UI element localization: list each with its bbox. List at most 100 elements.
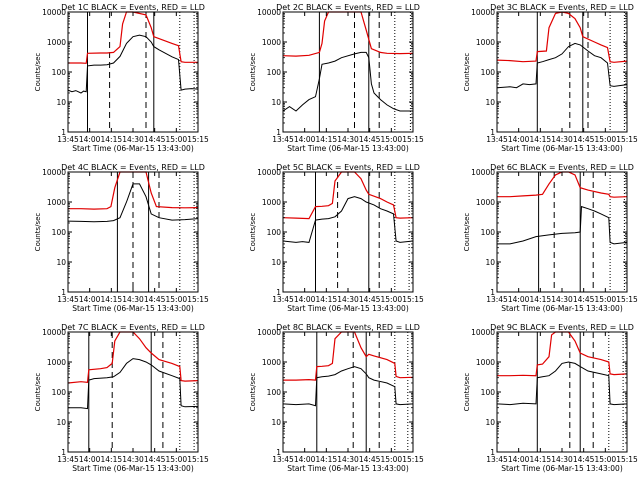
y-axis-label: Counts/sec (34, 213, 42, 252)
panel-det-8: 1 10 100 1000 10000 13:45 14:00 14:15 14:30 14:45… (249, 323, 424, 473)
x-tick-label: 14:00 (79, 295, 101, 304)
x-tick-label: 14:00 (294, 295, 316, 304)
x-tick-label: 15:15 (402, 295, 424, 304)
x-tick-label: 14:15 (530, 135, 552, 144)
x-tick-label: 14:45 (573, 135, 595, 144)
y-tick-label: 100 (481, 68, 496, 77)
y-tick-label: 10000 (257, 328, 281, 337)
y-tick-label: 1 (490, 448, 495, 457)
y-tick-label: 1 (276, 288, 281, 297)
series-events-line (497, 205, 628, 245)
x-tick-label: 13:45 (272, 295, 294, 304)
x-tick-label: 15:15 (402, 135, 424, 144)
plot-frame (496, 331, 628, 453)
y-tick-label: 1 (490, 288, 495, 297)
panel-title: Det 7C BLACK = Events, RED = LLD (61, 323, 205, 332)
x-tick-label: 14:15 (316, 455, 338, 464)
y-axis-label: Counts/sec (249, 53, 257, 92)
y-axis-label: Counts/sec (34, 53, 42, 92)
series-lld-line (497, 331, 628, 377)
panel-title: Det 5C BLACK = Events, RED = LLD (276, 163, 420, 172)
y-tick-label: 1000 (476, 38, 495, 47)
x-tick-label: 14:30 (337, 135, 359, 144)
x-tick-label: 14:30 (551, 295, 573, 304)
series-events-line (67, 183, 199, 223)
x-axis-label: Start Time (06-Mar-15 13:43:00) (72, 304, 194, 313)
x-tick-label: 15:00 (166, 455, 188, 464)
x-tick-label: 14:15 (101, 455, 123, 464)
x-tick-label: 15:00 (381, 135, 403, 144)
series-events-line (68, 358, 199, 410)
x-tick-label: 14:15 (316, 295, 338, 304)
series-lld-line (496, 11, 628, 63)
y-tick-label: 10 (485, 258, 495, 267)
panel-title: Det 1C BLACK = Events, RED = LLD (61, 3, 205, 12)
y-tick-label: 10000 (42, 168, 66, 177)
y-tick-label: 100 (267, 388, 282, 397)
x-tick-label: 15:15 (402, 455, 424, 464)
x-tick-label: 15:15 (616, 455, 638, 464)
y-tick-label: 1000 (262, 358, 281, 367)
panel-det-3: 1 10 100 1000 10000 13:45 14:00 14:15 14:30 14:45… (463, 3, 638, 153)
x-tick-label: 15:00 (595, 455, 617, 464)
x-axis-label: Start Time (06-Mar-15 13:43:00) (287, 304, 409, 313)
panel-title: Det 6C BLACK = Events, RED = LLD (490, 163, 634, 172)
y-tick-label: 100 (52, 68, 67, 77)
y-tick-label: 100 (267, 228, 282, 237)
plot-frame (496, 171, 628, 293)
x-tick-label: 14:30 (122, 135, 144, 144)
x-axis-label: Start Time (06-Mar-15 13:43:00) (72, 144, 194, 153)
y-tick-label: 10 (485, 98, 495, 107)
x-tick-label: 13:45 (486, 455, 508, 464)
y-tick-label: 10000 (471, 168, 495, 177)
x-tick-label: 14:45 (359, 135, 381, 144)
x-tick-label: 15:00 (166, 135, 188, 144)
x-tick-label: 14:15 (101, 295, 123, 304)
y-tick-label: 1000 (47, 358, 66, 367)
y-tick-label: 10 (56, 418, 66, 427)
plot-frame (67, 331, 199, 453)
x-tick-label: 14:15 (530, 455, 552, 464)
y-axis-label: Counts/sec (463, 53, 471, 92)
x-tick-label: 15:00 (166, 295, 188, 304)
y-axis-label: Counts/sec (463, 373, 471, 412)
y-tick-label: 100 (481, 388, 496, 397)
series-lld-line (67, 331, 199, 384)
y-tick-label: 10000 (471, 8, 495, 17)
x-tick-label: 14:00 (79, 455, 101, 464)
y-axis-label: Counts/sec (249, 213, 257, 252)
y-tick-label: 10000 (471, 328, 495, 337)
x-tick-label: 14:45 (359, 455, 381, 464)
x-axis-label: Start Time (06-Mar-15 13:43:00) (501, 304, 623, 313)
plot-frame (496, 11, 628, 133)
y-tick-label: 1000 (47, 38, 66, 47)
panel-det-9: 1 10 100 1000 10000 13:45 14:00 14:15 14:30 14:45… (463, 323, 638, 473)
panel-det-4: 1 10 100 1000 10000 13:45 14:00 14:15 14:30 14:45… (34, 163, 209, 313)
x-tick-label: 14:15 (316, 135, 338, 144)
y-axis-label: Counts/sec (34, 373, 42, 412)
x-tick-label: 14:45 (144, 135, 166, 144)
x-tick-label: 14:30 (122, 295, 144, 304)
y-axis-label: Counts/sec (249, 373, 257, 412)
x-tick-label: 14:45 (573, 295, 595, 304)
x-tick-label: 15:00 (381, 455, 403, 464)
x-axis-label: Start Time (06-Mar-15 13:43:00) (501, 464, 623, 473)
panel-title: Det 2C BLACK = Events, RED = LLD (276, 3, 420, 12)
y-tick-label: 1 (276, 128, 281, 137)
x-tick-label: 14:45 (573, 455, 595, 464)
panel-title: Det 4C BLACK = Events, RED = LLD (61, 163, 205, 172)
panel-title: Det 8C BLACK = Events, RED = LLD (276, 323, 420, 332)
x-axis-label: Start Time (06-Mar-15 13:43:00) (287, 144, 409, 153)
y-tick-label: 1 (61, 448, 66, 457)
y-tick-label: 10000 (257, 8, 281, 17)
x-tick-label: 14:00 (294, 135, 316, 144)
y-tick-label: 10 (56, 98, 66, 107)
x-tick-label: 15:00 (595, 135, 617, 144)
y-axis-label: Counts/sec (463, 213, 471, 252)
x-tick-label: 14:00 (294, 455, 316, 464)
plot-frame (282, 11, 414, 133)
x-tick-label: 14:30 (337, 295, 359, 304)
series-events-line (496, 42, 628, 89)
x-tick-label: 15:15 (187, 135, 209, 144)
